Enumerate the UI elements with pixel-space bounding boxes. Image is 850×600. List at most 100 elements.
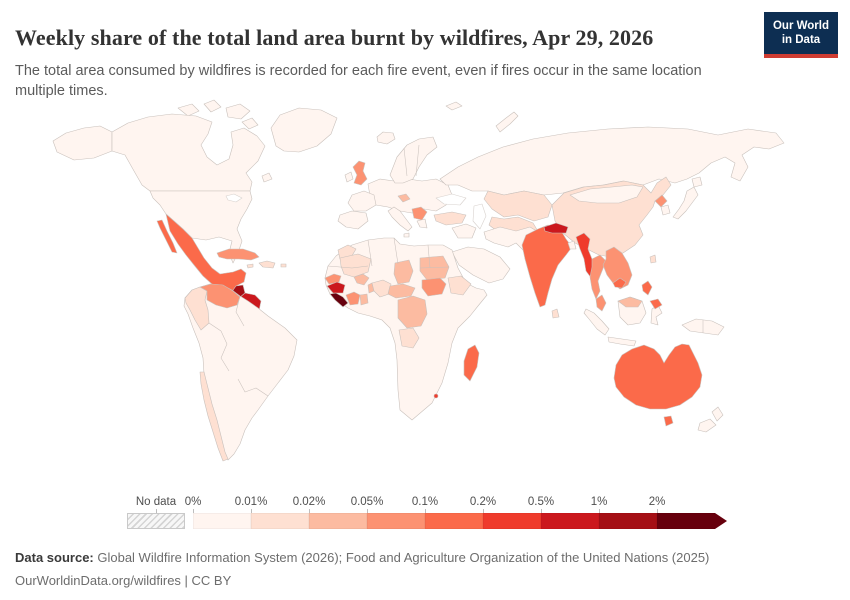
data-source-label: Data source: [15, 550, 94, 565]
island-svalbard [445, 101, 463, 111]
country-india[interactable] [521, 224, 573, 308]
legend-tickmark [425, 509, 426, 513]
legend-tickmark [483, 509, 484, 513]
legend-segment [541, 513, 599, 529]
island-sumatra[interactable] [583, 308, 610, 336]
legend-tick-label: 1% [590, 496, 608, 508]
country-venezuela[interactable] [199, 283, 241, 309]
page-subtitle: The total area consumed by wildfires is … [15, 62, 702, 99]
country-chad[interactable] [393, 259, 414, 285]
island-mindanao[interactable] [649, 298, 663, 310]
legend-tickmark [657, 509, 658, 513]
owid-logo-line1: Our World [772, 20, 829, 32]
island-luzon[interactable] [641, 280, 653, 296]
country-ghana[interactable] [359, 293, 369, 306]
legend-tickmark [599, 509, 600, 513]
country-united-kingdom[interactable] [352, 160, 368, 186]
island-hokkaido [691, 176, 703, 188]
region-scandinavia[interactable] [389, 136, 438, 184]
legend-tickmark [309, 509, 310, 513]
region-central-europe[interactable] [367, 178, 453, 214]
country-cambodia[interactable] [612, 277, 627, 289]
legend-segment [251, 513, 309, 529]
country-madagascar[interactable] [463, 344, 480, 382]
country-south-korea[interactable] [660, 204, 671, 216]
island-new-zealand-north[interactable] [711, 406, 724, 422]
data-source-line: Data source: Global Wildfire Information… [15, 547, 709, 570]
caspian-sea [472, 203, 487, 230]
island-new-zealand-south[interactable] [697, 418, 717, 433]
legend-segment [657, 513, 727, 529]
south-america-borders [208, 295, 269, 397]
owid-logo-line2: in Data [781, 34, 821, 47]
region-alaska[interactable] [52, 125, 113, 161]
country-ethiopia[interactable] [447, 275, 472, 296]
country-greece[interactable] [416, 218, 428, 229]
country-cuba[interactable] [216, 248, 260, 261]
country-france[interactable] [347, 190, 377, 212]
continent-south-america[interactable] [183, 283, 298, 461]
country-south-sudan[interactable] [421, 277, 447, 297]
owid-link[interactable]: OurWorldinData.org/wildfires | CC BY [15, 572, 232, 588]
country-sudan[interactable] [419, 255, 450, 281]
region-east-malaysia[interactable] [617, 296, 643, 308]
legend-tickmark [193, 509, 194, 513]
region-iberia[interactable] [337, 210, 369, 230]
owid-logo[interactable]: Our World in Data [764, 12, 838, 58]
island-puerto-rico [280, 263, 287, 268]
country-senegal[interactable] [324, 273, 342, 285]
country-guinea[interactable] [326, 281, 346, 294]
no-data-swatch[interactable] [127, 513, 185, 529]
region-levant-iraq[interactable] [451, 223, 477, 239]
country-north-korea[interactable] [654, 194, 668, 208]
country-mexico[interactable] [165, 213, 247, 294]
country-chile[interactable] [199, 371, 229, 462]
island-sicily [403, 232, 410, 238]
region-cameroon-car[interactable] [387, 283, 416, 299]
country-nepal[interactable] [543, 222, 569, 234]
country-ivory-coast[interactable] [345, 291, 361, 306]
island-jamaica [246, 263, 254, 269]
country-bangladesh[interactable] [567, 240, 577, 250]
country-italy[interactable] [387, 206, 413, 232]
country-sierra-leone-liberia[interactable] [329, 292, 349, 308]
legend-tick-label: 0.2% [469, 496, 497, 508]
license-line[interactable]: OurWorldinData.org/wildfires | CC BY [15, 570, 709, 593]
country-colombia[interactable] [184, 286, 210, 331]
country-turkey[interactable] [433, 211, 467, 226]
country-ireland[interactable] [344, 171, 354, 183]
legend-tickmark [251, 509, 252, 513]
country-malaysia[interactable] [595, 294, 607, 312]
country-greenland[interactable] [270, 107, 338, 153]
country-japan[interactable] [672, 186, 699, 220]
region-vietnam-laos[interactable] [602, 246, 633, 290]
country-iceland[interactable] [376, 131, 396, 145]
legend-segment [193, 513, 251, 529]
country-canada[interactable] [111, 113, 266, 192]
legend-no-data[interactable]: No data [127, 496, 185, 529]
map-legend: No data 0% 0.01% 0.02% 0.05% 0.1% 0.2% 0.5% 1% 2… [127, 496, 747, 534]
country-thailand[interactable] [589, 254, 607, 300]
legend-segment [309, 513, 367, 529]
country-angola[interactable] [398, 327, 420, 349]
island-hispaniola[interactable] [258, 260, 276, 269]
africa-borders [327, 237, 450, 269]
country-kazakhstan[interactable] [483, 190, 553, 222]
region-balkans[interactable] [411, 206, 428, 221]
island-newfoundland [261, 172, 273, 183]
country-czechia[interactable] [397, 193, 411, 203]
great-lakes [225, 193, 243, 203]
chart-footer: Data source: Global Wildfire Information… [15, 547, 709, 593]
black-sea [435, 193, 467, 206]
island-novaya-zemlya [495, 111, 519, 133]
legend-bar[interactable] [193, 513, 727, 529]
page-title: Weekly share of the total land area burn… [15, 24, 654, 50]
country-burkina-faso[interactable] [353, 273, 370, 286]
country-drc[interactable] [397, 295, 428, 329]
legend-tick-label: 0.5% [527, 496, 555, 508]
country-australia[interactable] [613, 343, 703, 410]
country-mongolia[interactable] [569, 184, 644, 204]
world-map [0, 88, 850, 492]
legend-tick-label: 0.1% [411, 496, 439, 508]
region-arabian-peninsula[interactable] [451, 246, 511, 284]
